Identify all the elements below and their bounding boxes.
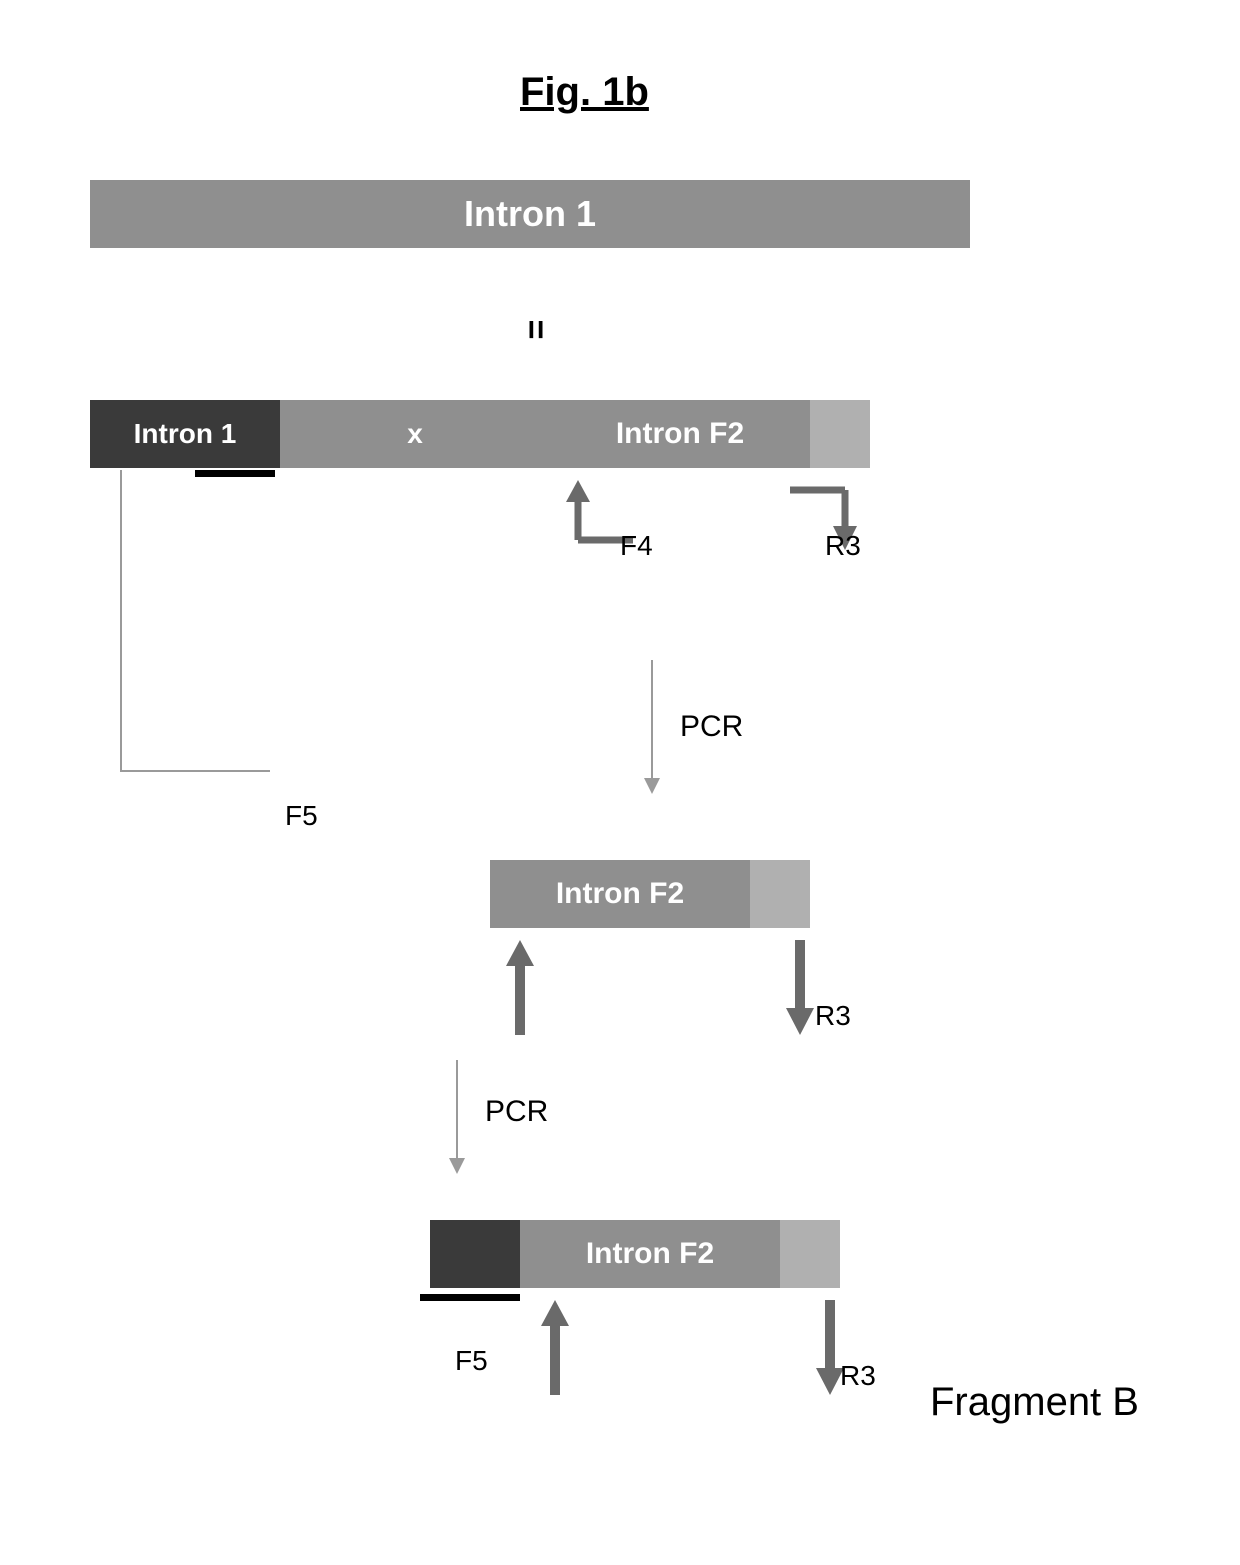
f5-vline <box>120 470 122 770</box>
f5-thick-a <box>195 470 275 477</box>
bar-intron1-full: Intron 1 <box>90 180 970 248</box>
primer-label-f5-a: F5 <box>285 800 318 832</box>
bar-intron1-dark: Intron 1 <box>90 400 280 468</box>
bar-middle-x: x <box>280 400 550 468</box>
primer-label-f4: F4 <box>620 530 653 562</box>
bar-intronF2-c: Intron F2 <box>520 1220 780 1288</box>
bar-dark-c <box>430 1220 520 1288</box>
figure-title: Fig. 1b <box>520 70 649 115</box>
f5-thick-c <box>420 1294 520 1301</box>
bar-text: Intron F2 <box>586 1237 714 1271</box>
bar-tail-a <box>810 400 870 468</box>
pcr-arrow-1 <box>640 660 664 796</box>
bar-text: x <box>407 418 423 450</box>
bar-tail-b <box>750 860 810 928</box>
primer-label-f5-c: F5 <box>455 1345 488 1377</box>
primer-arrow-r3-b <box>780 940 820 1040</box>
bar-tail-c <box>780 1220 840 1288</box>
bar-text: Intron F2 <box>616 417 744 451</box>
bar-text: Intron F2 <box>556 877 684 911</box>
primer-arrow-up-b <box>500 940 540 1040</box>
pcr-label-1: PCR <box>680 710 743 744</box>
primer-label-r3-b: R3 <box>815 1000 851 1032</box>
primer-arrow-up-c <box>535 1300 575 1400</box>
bar-intronF2-a: Intron F2 <box>550 400 810 468</box>
primer-label-r3-c: R3 <box>840 1360 876 1392</box>
fragment-b-label: Fragment B <box>930 1380 1139 1425</box>
equals-sign: = <box>515 320 554 340</box>
primer-label-r3-a: R3 <box>825 530 861 562</box>
bar-text: Intron 1 <box>134 418 237 450</box>
bar-intronF2-b: Intron F2 <box>490 860 750 928</box>
pcr-arrow-2 <box>445 1060 469 1176</box>
bar-text: Intron 1 <box>464 193 596 235</box>
f5-hline <box>120 770 270 772</box>
pcr-label-2: PCR <box>485 1095 548 1129</box>
